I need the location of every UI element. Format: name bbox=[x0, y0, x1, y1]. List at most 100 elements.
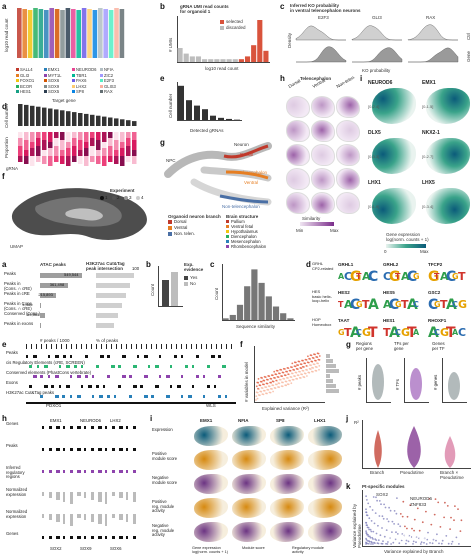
lower-e-track-feature bbox=[192, 385, 194, 388]
lower-f-point bbox=[311, 356, 314, 359]
lower-i-umap bbox=[270, 426, 304, 446]
lower-f-point bbox=[261, 393, 264, 395]
panel-f-legend: 1 2 3 4 bbox=[100, 195, 160, 204]
lower-h-track-mark bbox=[49, 426, 52, 429]
panel-d-count-bar bbox=[132, 121, 137, 126]
panel-i-gene-label: LHX1 bbox=[368, 180, 381, 186]
lower-d-logo-letter: T bbox=[362, 298, 370, 311]
panel-d-prop-seg bbox=[24, 140, 29, 150]
panel-h-scale-title: Similarity bbox=[302, 216, 321, 221]
panel-d-prop-seg bbox=[24, 156, 29, 164]
panel-b-bar bbox=[183, 53, 189, 62]
panel-i-gene-label: DLX5 bbox=[368, 130, 381, 136]
lower-h-track-mark bbox=[84, 426, 86, 429]
lower-a-bar bbox=[40, 273, 82, 278]
lower-h-track-mark bbox=[63, 536, 65, 539]
lower-d-logo-letter: C bbox=[395, 328, 401, 337]
lower-f-point bbox=[313, 353, 315, 356]
lower-d-logo-letter: C bbox=[350, 297, 361, 313]
lower-h-row-label: Genes bbox=[6, 421, 19, 426]
lower-k-point bbox=[395, 531, 397, 534]
panel-g-npc: NPC bbox=[166, 158, 176, 163]
lower-k-point bbox=[423, 537, 426, 540]
lower-f-point bbox=[289, 376, 292, 378]
lower-e-track-feature bbox=[155, 385, 159, 388]
lower-k-point bbox=[376, 542, 379, 544]
panel-g-nontel: Non-telencephalon bbox=[222, 204, 260, 209]
lower-f-point bbox=[276, 376, 279, 378]
panel-a-bar bbox=[81, 8, 87, 58]
lower-i-row-label: Negative module score bbox=[152, 475, 178, 485]
lower-k-point bbox=[434, 498, 437, 500]
lower-e-track-feature bbox=[37, 365, 39, 368]
lower-e-track-feature bbox=[81, 385, 83, 388]
panel-d-prop-seg bbox=[78, 140, 83, 150]
lower-e-track-feature bbox=[144, 395, 148, 398]
lower-d-logo-letter: G bbox=[395, 300, 402, 309]
lower-f-point bbox=[290, 366, 292, 368]
lower-k-point bbox=[455, 536, 458, 539]
lower-k-point bbox=[382, 517, 385, 520]
panel-d-prop-seg bbox=[114, 140, 119, 150]
lower-k-xlabel: Variance explained by Branch bbox=[384, 549, 444, 554]
panel-a-bar bbox=[49, 8, 54, 58]
lower-f-point bbox=[292, 368, 295, 371]
lower-h-track-mark bbox=[63, 426, 65, 429]
lower-f-point bbox=[287, 373, 290, 376]
lower-f-point bbox=[304, 358, 307, 361]
lower-g-axis bbox=[366, 358, 391, 403]
lower-e-track-feature bbox=[92, 375, 94, 378]
lower-d-logo-letter: G bbox=[458, 298, 468, 311]
panel-f-umap-label: UMAP bbox=[10, 244, 24, 249]
lower-f-point bbox=[255, 395, 258, 398]
lower-k-point bbox=[418, 537, 420, 540]
lower-d-logo-letter: T bbox=[368, 325, 378, 341]
panel-f-umap bbox=[11, 188, 147, 240]
lower-f-point bbox=[257, 378, 260, 380]
lower-h-row-label: Genes bbox=[6, 531, 19, 536]
lower-e-track-feature bbox=[48, 375, 50, 378]
lower-h-track-mark bbox=[119, 470, 123, 473]
lower-k-point bbox=[373, 541, 375, 544]
lower-k-point bbox=[403, 534, 406, 537]
panel-f-legend-label: 4 bbox=[141, 195, 144, 200]
lower-i-umap bbox=[308, 450, 342, 470]
lower-f-point bbox=[270, 374, 273, 376]
lower-f-point bbox=[306, 361, 309, 364]
lower-h-gene-top: LHX2 bbox=[110, 418, 121, 423]
lower-k-ylabel: Variance explained by Pseudotime bbox=[352, 504, 362, 548]
panel-c-density bbox=[351, 25, 402, 41]
panel-d-prop-seg bbox=[66, 156, 71, 166]
lower-f-margin-bar bbox=[326, 379, 333, 383]
lower-h-track-mark bbox=[70, 536, 73, 539]
lower-i-grid: Expression Positive module score Negative … bbox=[152, 418, 346, 556]
lower-i-umap bbox=[232, 474, 266, 494]
lower-h-body: Genes Peaks Inferred regulatory regions Nor… bbox=[6, 418, 144, 554]
lower-f-point bbox=[265, 378, 268, 381]
lower-h-gene-bot: SOX6 bbox=[110, 546, 122, 551]
lower-d-logo-letter: G bbox=[401, 326, 411, 339]
lower-a-pct-bar bbox=[96, 303, 122, 308]
lower-i-umap bbox=[232, 522, 266, 542]
panel-d-prop-seg bbox=[78, 150, 83, 156]
lower-f-point bbox=[301, 365, 304, 368]
lower-e-track-feature bbox=[26, 355, 28, 358]
lower-h-track-mark bbox=[84, 536, 86, 539]
lower-d-logo-letter: G bbox=[338, 328, 345, 337]
lower-k-point bbox=[420, 541, 423, 544]
lower-a-letter: a bbox=[2, 260, 7, 269]
panel-d-ylabel-top: Cell number bbox=[4, 103, 9, 128]
lower-e-track-feature bbox=[166, 375, 170, 378]
lower-f-xlabel: Explained variance (R²) bbox=[262, 406, 310, 411]
panel-a-legend-swatch bbox=[100, 90, 103, 93]
lower-a-row-label: Peaks bbox=[4, 271, 16, 276]
lower-i-scale-label: Gene expression log(norm. counts + 1) bbox=[192, 546, 228, 555]
lower-f-point bbox=[290, 382, 293, 385]
panel-f-legend-label: 2 bbox=[117, 195, 120, 200]
panel-a-bar bbox=[76, 10, 81, 58]
lower-i-umap bbox=[308, 426, 342, 446]
panel-c-gene-3: RAX bbox=[426, 15, 436, 20]
lower-f-point bbox=[301, 359, 303, 362]
lower-e-track-feature bbox=[100, 355, 104, 358]
panel-a-legend-label: GLIS3 bbox=[104, 83, 116, 89]
